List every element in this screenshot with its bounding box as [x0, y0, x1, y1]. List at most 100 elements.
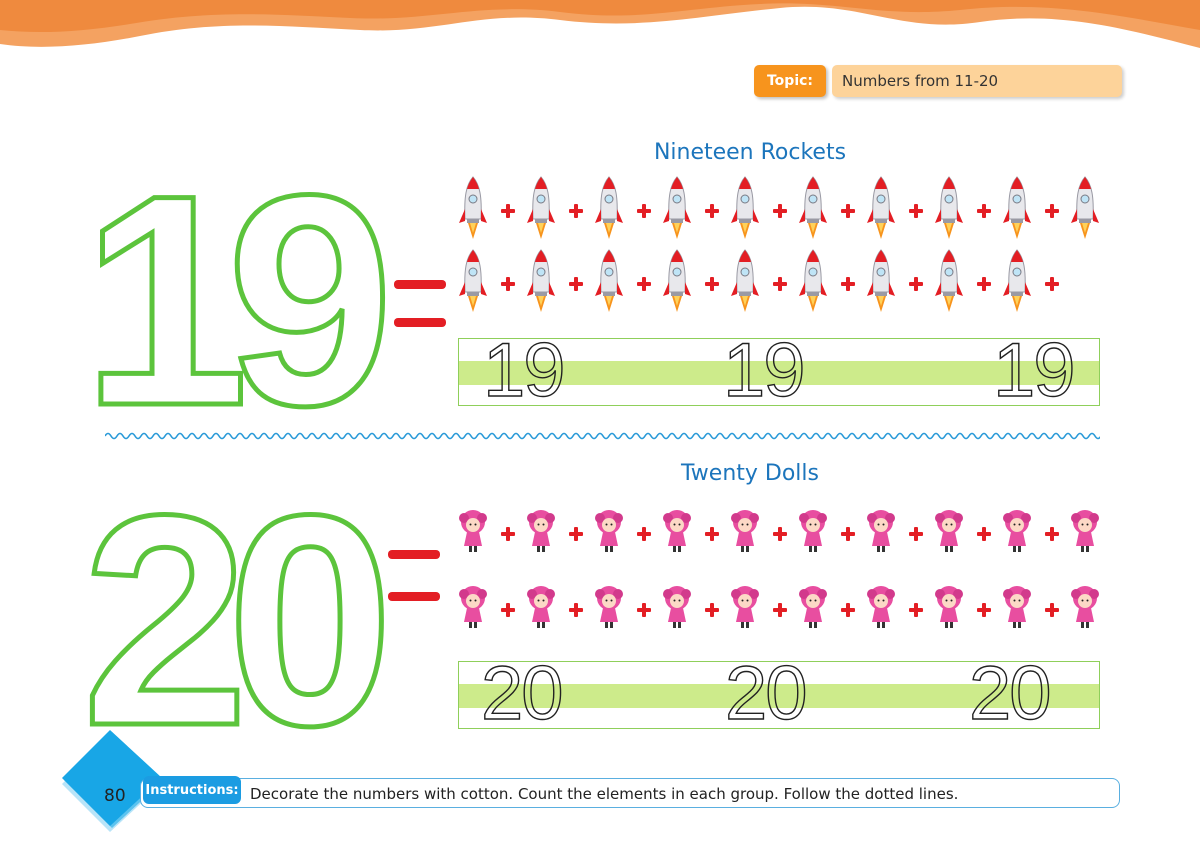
rocket-icon — [594, 175, 624, 245]
rocket-icon — [866, 248, 896, 318]
plus-sign-icon — [637, 203, 651, 222]
plus-sign-icon — [1045, 526, 1059, 545]
rocket-row-2 — [458, 248, 1108, 318]
dotted-number-trace[interactable]: 19 — [992, 328, 1076, 413]
plus-sign-icon — [841, 526, 855, 545]
equals-bar-top — [394, 280, 446, 289]
doll-icon — [798, 586, 828, 634]
rocket-icon — [934, 175, 964, 245]
plus-sign-icon — [909, 526, 923, 545]
doll-icon — [662, 586, 692, 634]
rocket-icon — [1002, 175, 1032, 245]
plus-sign-icon — [909, 602, 923, 621]
topic-value: Numbers from 11-20 — [832, 65, 1122, 97]
section-title-dolls: Twenty Dolls — [681, 461, 819, 486]
plus-sign-icon — [705, 203, 719, 222]
dotted-number-trace[interactable]: 20 — [968, 651, 1052, 736]
dotted-number-trace[interactable]: 20 — [724, 651, 808, 736]
plus-sign-icon — [977, 203, 991, 222]
rocket-row-1 — [458, 175, 1108, 245]
doll-icon — [730, 510, 760, 558]
page-number-tab — [62, 730, 164, 832]
topic-header: Topic: Numbers from 11-20 — [754, 65, 1124, 97]
equals-bar-bottom — [388, 592, 440, 601]
plus-sign-icon — [773, 203, 787, 222]
plus-sign-icon — [637, 276, 651, 295]
plus-sign-icon — [637, 602, 651, 621]
dotted-number-trace[interactable]: 19 — [482, 328, 566, 413]
doll-icon — [458, 510, 488, 558]
plus-sign-icon — [773, 602, 787, 621]
rocket-icon — [798, 175, 828, 245]
plus-sign-icon — [773, 276, 787, 295]
plus-sign-icon — [1045, 203, 1059, 222]
rocket-icon — [934, 248, 964, 318]
doll-icon — [594, 586, 624, 634]
plus-sign-icon — [1045, 602, 1059, 621]
wavy-divider — [105, 432, 1100, 440]
plus-sign-icon — [841, 203, 855, 222]
rocket-icon — [866, 175, 896, 245]
tracing-box-19: 19 19 19 — [458, 332, 1100, 409]
rocket-icon — [798, 248, 828, 318]
equals-bar-bottom — [394, 318, 446, 327]
doll-icon — [730, 586, 760, 634]
doll-icon — [1002, 510, 1032, 558]
section-title-rockets: Nineteen Rockets — [653, 140, 847, 165]
plus-sign-icon — [501, 526, 515, 545]
rocket-icon — [730, 248, 760, 318]
dotted-number-trace[interactable]: 20 — [480, 651, 564, 736]
tracing-guide-band — [459, 684, 1099, 708]
plus-sign-icon — [705, 602, 719, 621]
rocket-icon — [662, 175, 692, 245]
doll-icon — [526, 586, 556, 634]
page-number: 80 — [104, 786, 126, 806]
big-number-20: 20 — [80, 452, 397, 788]
rocket-icon — [458, 248, 488, 318]
doll-icon — [1070, 586, 1100, 634]
rocket-icon — [662, 248, 692, 318]
big-number-19: 19 — [80, 132, 397, 468]
plus-sign-icon — [501, 602, 515, 621]
doll-icon — [866, 586, 896, 634]
doll-icon — [526, 510, 556, 558]
doll-icon — [1070, 510, 1100, 558]
plus-sign-icon — [841, 276, 855, 295]
plus-sign-icon — [841, 602, 855, 621]
tracing-box-20: 20 20 20 — [458, 655, 1100, 732]
doll-icon — [866, 510, 896, 558]
rocket-icon — [1002, 248, 1032, 318]
topic-label: Topic: — [754, 65, 826, 97]
plus-sign-icon — [501, 203, 515, 222]
tracing-guide-band — [459, 361, 1099, 385]
doll-row-1 — [458, 508, 1108, 578]
plus-sign-icon — [705, 276, 719, 295]
doll-icon — [1002, 586, 1032, 634]
rocket-icon — [730, 175, 760, 245]
plus-sign-icon — [977, 276, 991, 295]
doll-icon — [798, 510, 828, 558]
plus-sign-icon — [909, 203, 923, 222]
plus-sign-icon — [569, 526, 583, 545]
equals-bar-top — [388, 550, 440, 559]
plus-sign-icon — [705, 526, 719, 545]
rocket-icon — [1070, 175, 1100, 245]
plus-sign-icon — [1045, 276, 1059, 295]
instructions-text: Decorate the numbers with cotton. Count … — [250, 785, 959, 803]
plus-sign-icon — [977, 602, 991, 621]
dotted-number-trace[interactable]: 19 — [722, 328, 806, 413]
doll-icon — [662, 510, 692, 558]
instructions-box — [140, 778, 1120, 808]
plus-sign-icon — [569, 602, 583, 621]
plus-sign-icon — [501, 276, 515, 295]
rocket-icon — [594, 248, 624, 318]
rocket-icon — [458, 175, 488, 245]
doll-icon — [594, 510, 624, 558]
header-wave-decoration — [0, 0, 1200, 48]
plus-sign-icon — [977, 526, 991, 545]
instructions-label: Instructions: — [143, 776, 241, 804]
plus-sign-icon — [569, 203, 583, 222]
rocket-icon — [526, 175, 556, 245]
doll-icon — [934, 586, 964, 634]
plus-sign-icon — [637, 526, 651, 545]
